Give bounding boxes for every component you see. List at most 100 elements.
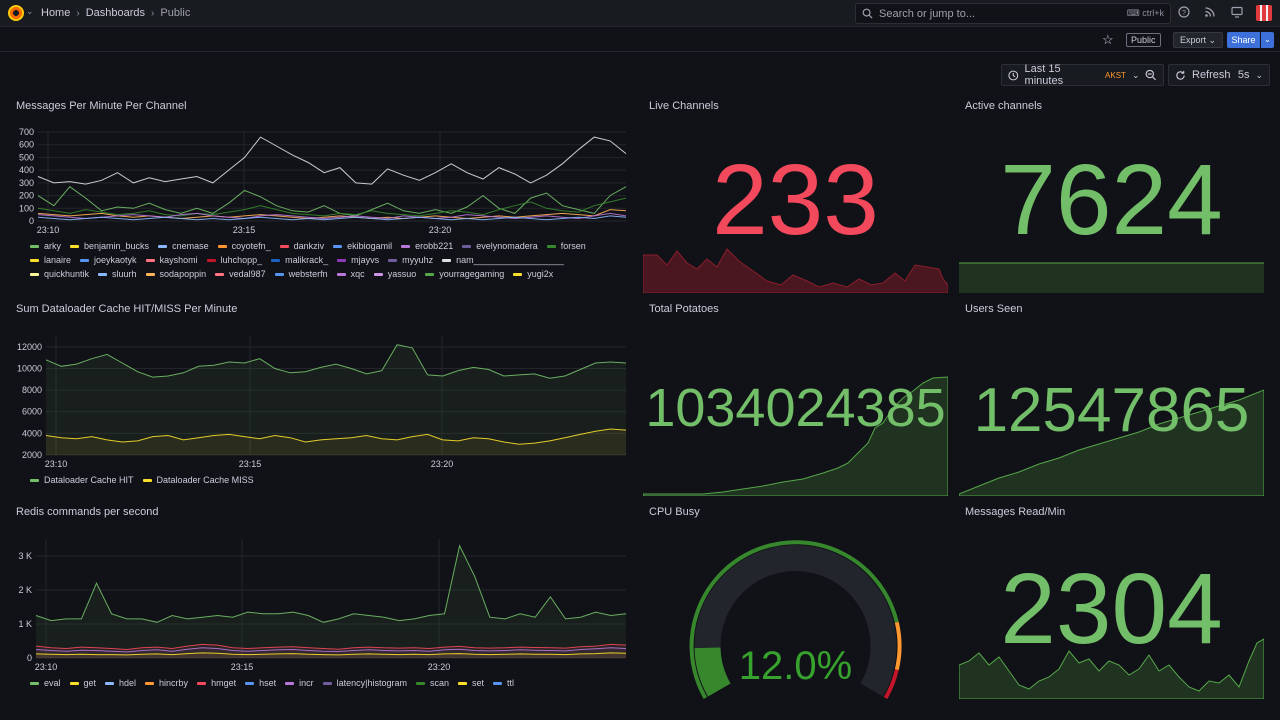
- y-tick-label: 500: [19, 152, 34, 162]
- search-bar[interactable]: ⌨ ctrl+k: [855, 3, 1171, 24]
- legend-item[interactable]: dankziv: [279, 241, 324, 251]
- legend-item[interactable]: set: [458, 678, 484, 688]
- legend-label: cnemase: [172, 241, 209, 251]
- legend-item[interactable]: lanaire: [30, 255, 71, 265]
- panel-title[interactable]: Live Channels: [649, 100, 719, 112]
- legend-label: sluurh: [112, 269, 137, 279]
- legend-swatch: [546, 244, 556, 248]
- legend-item[interactable]: hmget: [197, 678, 236, 688]
- legend-item[interactable]: coyotefn_: [217, 241, 271, 251]
- live-channels-value: 233: [712, 144, 879, 256]
- legend-item[interactable]: websterfn: [274, 269, 328, 279]
- legend-item[interactable]: quickhuntik: [30, 269, 89, 279]
- panel-title[interactable]: Sum Dataloader Cache HIT/MISS Per Minute: [16, 303, 238, 315]
- legend-swatch: [337, 258, 347, 262]
- legend-item[interactable]: mjayvs: [337, 255, 379, 265]
- monitor-icon[interactable]: [1230, 6, 1244, 20]
- chevron-right-icon: ›: [76, 7, 80, 19]
- legend-item[interactable]: evelynomadera: [462, 241, 538, 251]
- legend-item[interactable]: ttl: [493, 678, 514, 688]
- refresh-interval[interactable]: 5s: [1237, 69, 1250, 81]
- legend-item[interactable]: sodapoppin: [145, 269, 206, 279]
- help-icon[interactable]: ?: [1177, 6, 1191, 20]
- legend-item[interactable]: nam__________________: [442, 255, 564, 265]
- export-button[interactable]: Export ⌄: [1173, 32, 1224, 48]
- clock-icon: [1008, 70, 1019, 80]
- breadcrumb-home[interactable]: Home: [41, 7, 71, 19]
- legend-item[interactable]: erobb221: [401, 241, 453, 251]
- legend-item[interactable]: myyuhz: [388, 255, 433, 265]
- panel-title[interactable]: Messages Read/Min: [965, 506, 1066, 518]
- legend-item[interactable]: joeykaotyk: [80, 255, 137, 265]
- legend-swatch: [274, 272, 284, 276]
- share-button[interactable]: Share: [1227, 32, 1260, 48]
- search-input[interactable]: [879, 7, 1119, 20]
- legend-item[interactable]: luhchopp_: [206, 255, 262, 265]
- time-range-picker[interactable]: Last 15 minutes AKST ⌄: [1001, 63, 1164, 87]
- star-icon[interactable]: ☆: [1102, 32, 1114, 47]
- legend-item[interactable]: hset: [245, 678, 276, 688]
- legend-label: malikrack_: [285, 255, 329, 265]
- legend-swatch: [98, 272, 108, 276]
- legend-item[interactable]: cnemase: [158, 241, 209, 251]
- refresh-icon: [1176, 70, 1185, 80]
- share-dropdown-button[interactable]: ⌄: [1261, 32, 1274, 48]
- legend-item[interactable]: xqc: [336, 269, 365, 279]
- chevron-down-icon[interactable]: ⌄: [26, 6, 34, 16]
- y-tick-label: 4000: [22, 428, 42, 438]
- panel-title[interactable]: Active channels: [965, 100, 1043, 112]
- panel-title[interactable]: Messages Per Minute Per Channel: [16, 100, 187, 112]
- legend-item[interactable]: sluurh: [98, 269, 137, 279]
- legend-label: get: [83, 678, 97, 688]
- rss-news-icon[interactable]: [1203, 6, 1217, 20]
- legend-item[interactable]: hdel: [105, 678, 136, 688]
- legend-swatch: [206, 258, 216, 262]
- legend-label: hincrby: [159, 678, 189, 688]
- legend-item[interactable]: Dataloader Cache HIT: [30, 475, 134, 485]
- legend-item[interactable]: malikrack_: [271, 255, 328, 265]
- legend-item[interactable]: benjamin_bucks: [70, 241, 149, 251]
- panel-title[interactable]: Total Potatoes: [649, 303, 719, 315]
- series-line: [35, 643, 627, 651]
- legend-item[interactable]: get: [69, 678, 97, 688]
- cache-legend: Dataloader Cache HIT Dataloader Cache MIS…: [30, 475, 630, 485]
- zoom-out-icon[interactable]: [1145, 69, 1157, 81]
- grafana-logo-icon[interactable]: [8, 5, 24, 21]
- avatar[interactable]: [1256, 5, 1272, 21]
- legend-swatch: [30, 478, 39, 482]
- messages-chart: 700 600 500 400 300 200 100 023:10 23:15 23:20: [19, 127, 627, 235]
- legend-item[interactable]: latency|histogram: [322, 678, 407, 688]
- legend-item[interactable]: incr: [285, 678, 314, 688]
- legend-swatch: [105, 681, 115, 685]
- legend-item[interactable]: eval: [30, 678, 61, 688]
- series-line: [35, 647, 627, 653]
- panel-active-channels: Active channels 7624: [959, 100, 1264, 293]
- legend-item[interactable]: yourragegaming: [425, 269, 504, 279]
- legend-item[interactable]: yugi2x: [513, 269, 553, 279]
- legend-item[interactable]: vedal987: [215, 269, 266, 279]
- panel-title[interactable]: Redis commands per second: [16, 506, 159, 518]
- series-line: [37, 209, 627, 220]
- legend-swatch: [30, 244, 39, 248]
- legend-item[interactable]: ekibiogamil: [333, 241, 392, 251]
- legend-item[interactable]: scan: [415, 678, 449, 688]
- export-label: Export: [1180, 35, 1207, 45]
- panel-messages-per-minute: Messages Per Minute Per Channel 700 600 50…: [10, 100, 630, 290]
- legend-label: hmget: [211, 678, 237, 688]
- messages-legend: arky benjamin_bucks cnemase coyotefn_ dankzi…: [30, 241, 630, 279]
- panel-title[interactable]: Users Seen: [965, 303, 1023, 315]
- legend-item[interactable]: arky: [30, 241, 61, 251]
- legend-item[interactable]: hincrby: [145, 678, 188, 688]
- panel-title[interactable]: CPU Busy: [649, 506, 700, 518]
- legend-item[interactable]: Dataloader Cache MISS: [142, 475, 254, 485]
- refresh-label[interactable]: Refresh: [1192, 69, 1231, 81]
- legend-item[interactable]: yassuo: [373, 269, 416, 279]
- legend-item[interactable]: forsen: [546, 241, 586, 251]
- svg-text:?: ?: [1182, 10, 1186, 17]
- breadcrumb-dashboards[interactable]: Dashboards: [85, 7, 146, 19]
- legend-swatch: [158, 244, 168, 248]
- users-seen-value: 12547865: [973, 376, 1250, 445]
- active-channels-value: 7624: [1000, 144, 1223, 256]
- refresh-picker[interactable]: Refresh 5s ⌄: [1168, 64, 1270, 86]
- legend-item[interactable]: kayshomi: [145, 255, 198, 265]
